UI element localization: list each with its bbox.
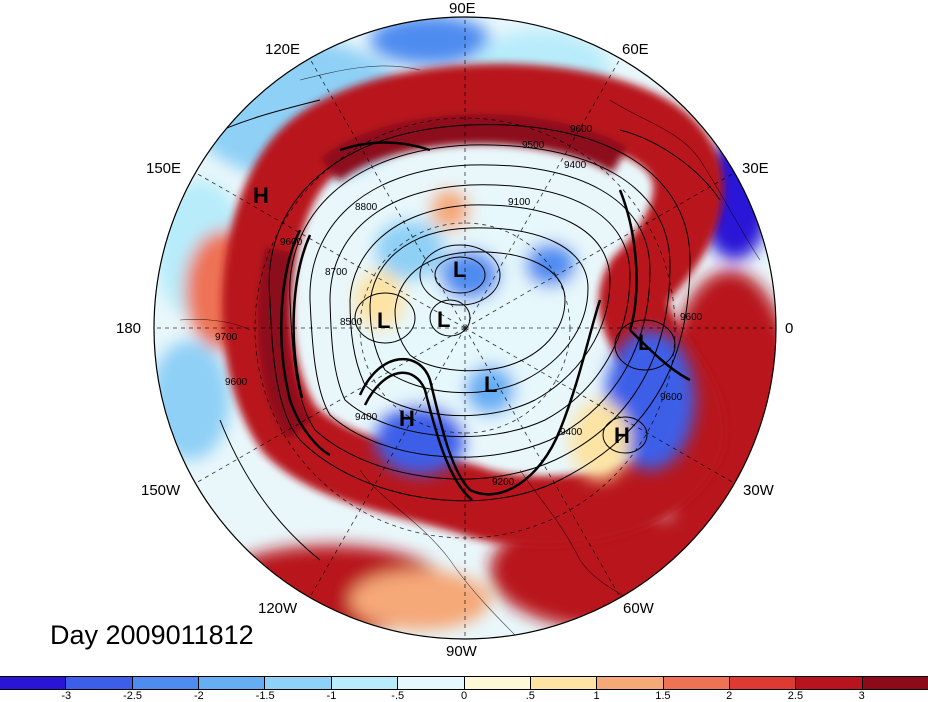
colorbar-tick-label: 1.5 <box>655 690 671 702</box>
svg-text:9600: 9600 <box>280 237 303 248</box>
lon-label-30w: 30W <box>743 482 774 499</box>
low-pressure-marker: L <box>484 372 497 397</box>
svg-text:9400: 9400 <box>564 160 587 171</box>
high-pressure-marker: H <box>399 406 415 431</box>
colorbar-tick-label: -3 <box>61 690 72 702</box>
svg-text:8700: 8700 <box>325 267 348 278</box>
colorbar-swatch <box>729 677 797 689</box>
lon-label-30e: 30E <box>742 160 769 177</box>
colorbar-swatch <box>796 677 863 689</box>
svg-text:9400: 9400 <box>560 427 583 438</box>
low-pressure-marker: L <box>638 330 651 355</box>
colorbar-swatch <box>862 677 928 689</box>
lon-label-60e: 60E <box>622 41 649 58</box>
svg-text:9100: 9100 <box>508 197 531 208</box>
colorbar-tick-label: -.5 <box>391 690 405 702</box>
lon-label-120e: 120E <box>265 41 301 58</box>
low-pressure-marker: L <box>437 307 450 332</box>
svg-text:9500: 9500 <box>522 140 545 151</box>
colorbar-tick-label: 0 <box>460 690 468 702</box>
colorbar-tick-label: -2.5 <box>123 690 143 702</box>
colorbar-tick-label: .5 <box>525 690 535 702</box>
colorbar-tick-label: -1.5 <box>255 690 275 702</box>
low-pressure-marker: L <box>453 257 466 282</box>
svg-text:9600: 9600 <box>660 392 683 403</box>
svg-text:9600: 9600 <box>570 124 593 135</box>
lon-label-150e: 150E <box>146 160 182 177</box>
colorbar-swatch <box>66 677 133 689</box>
map-field <box>154 17 776 639</box>
contour-labels: 9600 9500 9400 9100 8800 8700 8500 9700 … <box>215 124 703 488</box>
svg-text:8800: 8800 <box>355 202 378 213</box>
high-pressure-marker: H <box>253 183 269 208</box>
colorbar-swatch <box>597 677 664 689</box>
svg-text:8500: 8500 <box>340 317 363 328</box>
lon-label-120w: 120W <box>258 600 298 617</box>
page-title: Day 2009011812 <box>50 620 254 650</box>
colorbar-swatch <box>0 677 67 689</box>
colorbar-tick-label: 3 <box>858 690 865 702</box>
high-pressure-marker: H <box>614 423 630 448</box>
svg-text:9600: 9600 <box>225 377 248 388</box>
colorbar-swatch <box>398 677 465 689</box>
low-pressure-marker: L <box>377 308 390 333</box>
svg-text:9400: 9400 <box>355 412 378 423</box>
colorbar-swatch <box>663 677 730 689</box>
colorbar-swatch <box>199 677 266 689</box>
colorbar <box>0 676 928 690</box>
colorbar-swatch <box>530 677 598 689</box>
colorbar-tick-label: 2 <box>726 690 733 702</box>
lon-label-180: 180 <box>116 320 142 337</box>
colorbar-swatch <box>265 677 332 689</box>
lon-label-90e: 90E <box>449 0 476 17</box>
colorbar-labels: -3 -2.5 -2 -1.5 -1 -.5 0 .5 1 1.5 2 2.5 3 <box>0 690 928 702</box>
colorbar-tick-label: -1 <box>326 690 337 702</box>
lon-label-90w: 90W <box>446 643 477 660</box>
jet-streams <box>280 141 691 501</box>
colorbar-swatch <box>464 677 531 689</box>
lon-label-0: 0 <box>785 320 794 337</box>
lon-label-150w: 150W <box>141 482 181 499</box>
svg-text:9200: 9200 <box>492 477 515 488</box>
colorbar-tick-label: -2 <box>193 690 204 702</box>
colorbar-tick-label: 1 <box>593 690 600 702</box>
svg-text:9700: 9700 <box>215 332 238 343</box>
colorbar-tick-label: 2.5 <box>787 690 804 702</box>
pressure-systems: H L L L L L H H <box>253 183 651 448</box>
svg-text:9600: 9600 <box>680 312 703 323</box>
colorbar-swatch <box>132 677 200 689</box>
lon-label-60w: 60W <box>623 600 654 617</box>
colorbar-swatch <box>331 677 399 689</box>
